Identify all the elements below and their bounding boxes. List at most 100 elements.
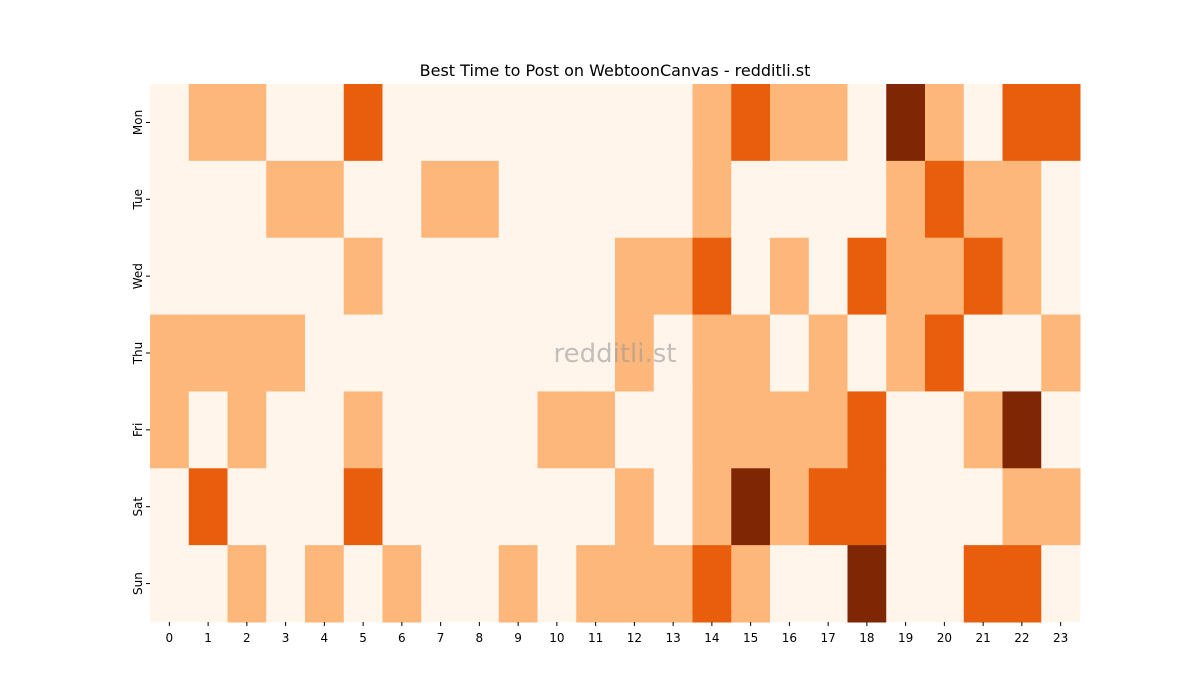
heatmap-cell-tue-7	[421, 160, 461, 239]
heatmap-cell-tue-3	[266, 160, 306, 239]
heatmap-cell-mon-1	[188, 84, 228, 162]
heatmap-cell-wed-20	[925, 237, 965, 316]
heatmap-cell-wed-19	[886, 237, 926, 316]
heatmap-cell-wed-0	[150, 237, 190, 316]
x-tick-label: 12	[627, 631, 642, 645]
y-tick-label: Fri	[131, 423, 145, 437]
heatmap-cell-mon-3	[266, 84, 306, 162]
heatmap-cell-fri-11	[576, 391, 616, 469]
heatmap-cell-tue-14	[692, 160, 732, 239]
heatmap-cell-wed-4	[305, 237, 345, 316]
x-tick-label: 4	[321, 631, 329, 645]
heatmap-cell-mon-5	[343, 84, 383, 162]
heatmap-cell-tue-1	[188, 160, 228, 239]
heatmap-cell-sun-14	[692, 545, 732, 623]
x-tick-label: 10	[549, 631, 564, 645]
x-tick-label: 0	[166, 631, 174, 645]
heatmap-cell-tue-8	[460, 160, 500, 239]
heatmap-cell-mon-10	[537, 84, 577, 162]
heatmap-cell-fri-21	[963, 391, 1003, 469]
heatmap-cell-sat-5	[343, 468, 383, 546]
heatmap-cell-fri-10	[537, 391, 577, 469]
heatmap-cell-tue-5	[343, 160, 383, 239]
chart-title: Best Time to Post on WebtoonCanvas - red…	[420, 61, 811, 80]
heatmap-cell-sat-13	[653, 468, 693, 546]
heatmap-cell-sun-6	[382, 545, 422, 623]
heatmap-cell-wed-9	[498, 237, 538, 316]
heatmap-cell-sat-17	[808, 468, 848, 546]
heatmap-cell-wed-1	[188, 237, 228, 316]
heatmap-cell-thu-20	[925, 314, 965, 392]
x-tick-label: 6	[398, 631, 406, 645]
heatmap-cell-wed-14	[692, 237, 732, 316]
heatmap-cell-thu-11	[576, 314, 616, 392]
heatmap-cell-tue-6	[382, 160, 422, 239]
heatmap-cell-tue-17	[808, 160, 848, 239]
heatmap-cell-thu-22	[1002, 314, 1042, 392]
heatmap-cell-fri-20	[925, 391, 965, 469]
heatmap-cell-sat-22	[1002, 468, 1042, 546]
heatmap-cell-thu-7	[421, 314, 461, 392]
heatmap-cell-thu-3	[266, 314, 306, 392]
heatmap-cell-sat-15	[731, 468, 771, 546]
heatmap-cell-wed-13	[653, 237, 693, 316]
heatmap-cell-fri-15	[731, 391, 771, 469]
heatmap-cell-sun-12	[615, 545, 655, 623]
x-tick-label: 21	[975, 631, 990, 645]
heatmap-cell-thu-12	[615, 314, 655, 392]
heatmap-cell-mon-20	[925, 84, 965, 162]
heatmap-cell-sun-19	[886, 545, 926, 623]
heatmap-cell-mon-19	[886, 84, 926, 162]
heatmap-cell-wed-17	[808, 237, 848, 316]
heatmap-cell-sun-2	[227, 545, 267, 623]
heatmap-cell-sun-3	[266, 545, 306, 623]
heatmap-cell-thu-4	[305, 314, 345, 392]
heatmap-cell-sat-16	[770, 468, 810, 546]
heatmap-cell-tue-12	[615, 160, 655, 239]
heatmap-cell-thu-6	[382, 314, 422, 392]
heatmap-cell-sat-18	[847, 468, 887, 546]
heatmap-cell-fri-1	[188, 391, 228, 469]
heatmap-cell-tue-2	[227, 160, 267, 239]
x-tick-label: 13	[665, 631, 680, 645]
heatmap-cell-wed-23	[1041, 237, 1081, 316]
heatmap-cell-sun-9	[498, 545, 538, 623]
heatmap-cell-tue-15	[731, 160, 771, 239]
heatmap-cell-mon-16	[770, 84, 810, 162]
heatmap-cell-mon-9	[498, 84, 538, 162]
x-tick-label: 16	[782, 631, 797, 645]
x-tick-label: 14	[704, 631, 719, 645]
heatmap-cell-tue-19	[886, 160, 926, 239]
heatmap-cell-sun-20	[925, 545, 965, 623]
y-tick-label: Sat	[131, 497, 145, 517]
watermark: redditli.st	[554, 339, 677, 369]
heatmap-cell-mon-17	[808, 84, 848, 162]
heatmap-cell-fri-3	[266, 391, 306, 469]
x-tick-label: 18	[859, 631, 874, 645]
x-tick-label: 9	[514, 631, 522, 645]
y-tick-label: Sun	[131, 572, 145, 595]
heatmap-cell-fri-19	[886, 391, 926, 469]
x-tick-label: 22	[1014, 631, 1029, 645]
heatmap-cell-mon-7	[421, 84, 461, 162]
heatmap-cell-sat-12	[615, 468, 655, 546]
heatmap-cell-mon-8	[460, 84, 500, 162]
x-tick-label: 20	[937, 631, 952, 645]
heatmap-cell-sun-0	[150, 545, 190, 623]
x-tick-label: 17	[820, 631, 835, 645]
heatmap-cell-mon-11	[576, 84, 616, 162]
heatmap-cell-mon-23	[1041, 84, 1081, 162]
heatmap-cell-sat-4	[305, 468, 345, 546]
heatmap-cell-thu-23	[1041, 314, 1081, 392]
heatmap-cell-fri-6	[382, 391, 422, 469]
x-axis: 0 1 2 3 4 5 6 7 8 9 10 11 12 13 14 15 16 17 18 19 20 21 22 23	[166, 622, 1068, 645]
heatmap-cell-sun-10	[537, 545, 577, 623]
x-tick-label: 1	[204, 631, 212, 645]
heatmap-cell-wed-18	[847, 237, 887, 316]
heatmap-cell-thu-1	[188, 314, 228, 392]
x-tick-label: 5	[359, 631, 367, 645]
heatmap-cell-sun-8	[460, 545, 500, 623]
heatmap-cell-sun-15	[731, 545, 771, 623]
heatmap-cell-thu-10	[537, 314, 577, 392]
heatmap-cell-sat-20	[925, 468, 965, 546]
